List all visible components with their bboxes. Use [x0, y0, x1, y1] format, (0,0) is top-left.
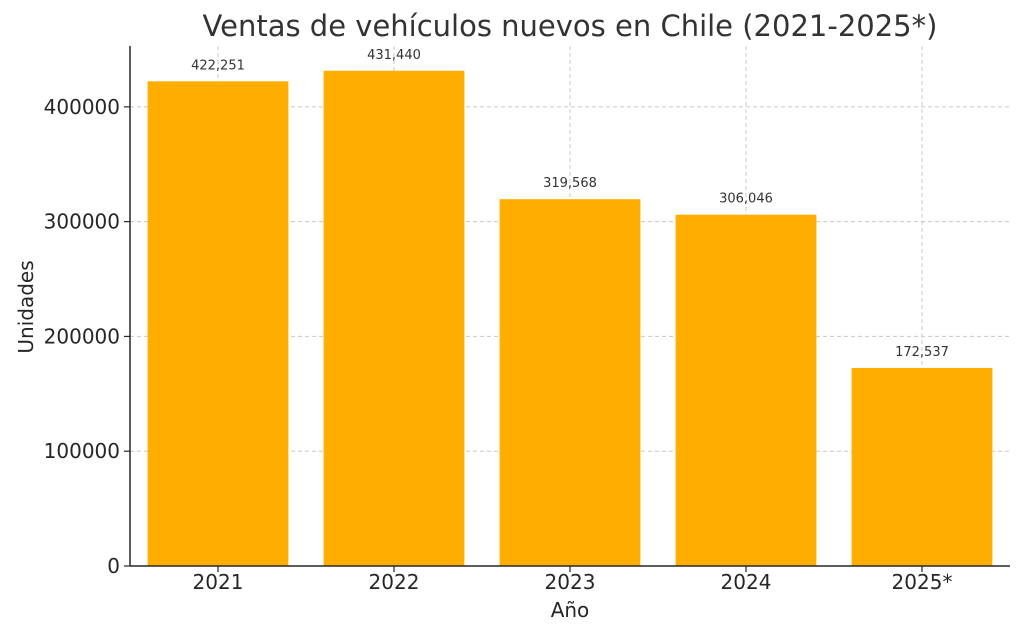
- y-axis-label: Unidades: [14, 260, 38, 353]
- bar-2025: [851, 367, 993, 566]
- data-label: 172,537: [895, 345, 949, 360]
- bar-2021: [147, 81, 289, 567]
- x-tick-label: 2022: [369, 570, 420, 594]
- chart-title: Ventas de vehículos nuevos en Chile (202…: [203, 9, 938, 43]
- y-tick-label: 100000: [44, 439, 120, 463]
- y-tick-label: 200000: [44, 324, 120, 348]
- bar-2022: [323, 70, 465, 566]
- data-label: 306,046: [719, 192, 773, 207]
- data-label: 319,568: [543, 176, 597, 191]
- y-ticks: 0 100000 200000 300000 400000: [44, 95, 130, 578]
- bar-2023: [499, 199, 641, 566]
- data-labels: 422,251 431,440 319,568 306,046 172,537: [191, 48, 949, 360]
- data-label: 431,440: [367, 48, 421, 63]
- x-ticks: 2021 2022 2023 2024 2025*: [193, 566, 953, 594]
- y-tick-label: 0: [107, 554, 120, 578]
- x-tick-label: 2023: [545, 570, 596, 594]
- data-label: 422,251: [191, 58, 245, 73]
- x-axis-label: Año: [551, 598, 590, 622]
- x-tick-label: 2021: [193, 570, 244, 594]
- y-tick-label: 300000: [44, 210, 120, 234]
- x-tick-label: 2025*: [892, 570, 953, 594]
- y-tick-label: 400000: [44, 95, 120, 119]
- bar-2024: [675, 214, 817, 566]
- x-tick-label: 2024: [721, 570, 772, 594]
- bars: [147, 70, 993, 567]
